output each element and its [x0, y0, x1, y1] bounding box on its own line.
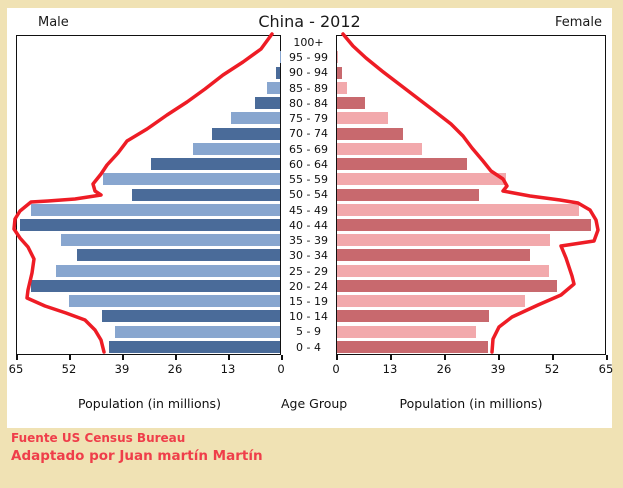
age-group-label: 10 - 14: [289, 310, 328, 324]
male-population-bar: [193, 142, 280, 155]
source-credit-line: Fuente US Census Bureau: [11, 431, 186, 445]
female-population-bar: [337, 97, 366, 110]
female-population-bar: [337, 127, 403, 140]
female-side-label: Female: [554, 15, 602, 30]
age-group-label: 65 - 69: [289, 142, 328, 156]
age-group-axis: 100+ 95 - 99 90 - 94 85 - 89 80 - 84 75 - 79 7…: [281, 35, 336, 355]
adaptation-credit-line: Adaptado por Juan martín Martín: [11, 448, 263, 464]
axis-tick-mark: [122, 355, 124, 360]
axis-tick-label: 65: [598, 362, 614, 376]
age-group-label: 0 - 4: [296, 340, 321, 354]
axis-tick-label: 65: [8, 362, 24, 376]
female-plot-area: [336, 35, 606, 355]
axis-tick-mark: [390, 355, 392, 360]
male-population-bar: [30, 203, 280, 216]
male-population-bar: [103, 173, 280, 186]
age-group-label: 50 - 54: [289, 188, 328, 202]
male-population-bar: [102, 310, 280, 323]
female-population-bar: [337, 218, 591, 231]
age-group-label: 30 - 34: [289, 249, 328, 263]
male-population-bar: [61, 234, 280, 247]
age-group-label: 90 - 94: [289, 66, 328, 80]
female-population-bar: [337, 142, 422, 155]
axis-tick-label: 52: [544, 362, 560, 376]
male-population-bar: [231, 112, 280, 125]
female-population-bar: [337, 112, 388, 125]
age-group-label: 75 - 79: [289, 112, 328, 126]
age-group-label: 5 - 9: [296, 325, 321, 339]
age-group-label: 95 - 99: [289, 51, 328, 65]
axis-tick-mark: [336, 355, 338, 360]
age-group-label: 80 - 84: [289, 96, 328, 110]
male-population-bar: [254, 97, 280, 110]
age-group-label: 25 - 29: [289, 264, 328, 278]
female-population-bar: [337, 81, 348, 94]
male-population-bar: [108, 340, 280, 353]
female-population-bar: [337, 295, 525, 308]
age-group-label: 70 - 74: [289, 127, 328, 141]
male-axis-label: Population (in millions): [78, 396, 221, 411]
male-population-bar: [275, 66, 280, 79]
axis-tick-label: 26: [436, 362, 452, 376]
axis-tick-label: 0: [277, 362, 285, 376]
axis-tick-label: 13: [382, 362, 398, 376]
female-population-bar: [337, 173, 507, 186]
axis-tick-mark: [281, 355, 283, 360]
male-population-bar: [30, 279, 280, 292]
axis-tick-mark: [552, 355, 554, 360]
age-group-label: 20 - 24: [289, 279, 328, 293]
female-axis-label: Population (in millions): [399, 396, 543, 411]
axis-tick-label: 39: [114, 362, 130, 376]
axis-tick-label: 0: [332, 362, 340, 376]
axis-tick-label: 39: [490, 362, 506, 376]
axis-tick-mark: [498, 355, 500, 360]
age-group-axis-label: Age Group: [281, 396, 348, 411]
male-population-bar: [19, 218, 280, 231]
axis-tick-mark: [16, 355, 18, 360]
axis-tick-mark: [175, 355, 177, 360]
age-group-label: 55 - 59: [289, 173, 328, 187]
male-side-label: Male: [38, 15, 69, 30]
male-population-bar: [76, 249, 280, 262]
female-population-bar: [337, 234, 551, 247]
axis-tick-label: 13: [220, 362, 236, 376]
female-population-bar: [337, 325, 476, 338]
age-group-label: 40 - 44: [289, 218, 328, 232]
female-population-bar: [337, 158, 467, 171]
axis-tick-mark: [69, 355, 71, 360]
age-group-label: 15 - 19: [289, 294, 328, 308]
age-group-label: 35 - 39: [289, 234, 328, 248]
female-population-bar: [337, 188, 479, 201]
female-population-bar: [337, 340, 488, 353]
male-plot-area: [16, 35, 281, 355]
male-population-bar: [56, 264, 280, 277]
chart-panel: China - 2012 Male Female 100+ 95 - 99 90 -…: [7, 8, 613, 428]
axis-tick-mark: [444, 355, 446, 360]
axis-tick-mark: [228, 355, 230, 360]
male-population-bar: [115, 325, 280, 338]
axis-tick-mark: [606, 355, 608, 360]
chart-title: China - 2012: [258, 12, 361, 31]
female-population-bar: [337, 51, 338, 64]
axis-tick-label: 52: [61, 362, 77, 376]
male-population-bar: [131, 188, 280, 201]
female-population-bar: [337, 66, 342, 79]
age-group-label: 85 - 89: [289, 81, 328, 95]
male-population-bar: [68, 295, 280, 308]
female-population-bar: [337, 310, 489, 323]
female-population-bar: [337, 249, 530, 262]
female-population-bar: [337, 279, 558, 292]
female-population-bar: [337, 203, 580, 216]
axis-tick-label: 26: [167, 362, 183, 376]
age-group-label: 100+: [293, 36, 324, 49]
age-group-label: 45 - 49: [289, 203, 328, 217]
male-population-bar: [150, 158, 280, 171]
female-population-bar: [337, 264, 550, 277]
male-population-bar: [266, 81, 280, 94]
male-population-bar: [211, 127, 280, 140]
age-group-label: 60 - 64: [289, 157, 328, 171]
